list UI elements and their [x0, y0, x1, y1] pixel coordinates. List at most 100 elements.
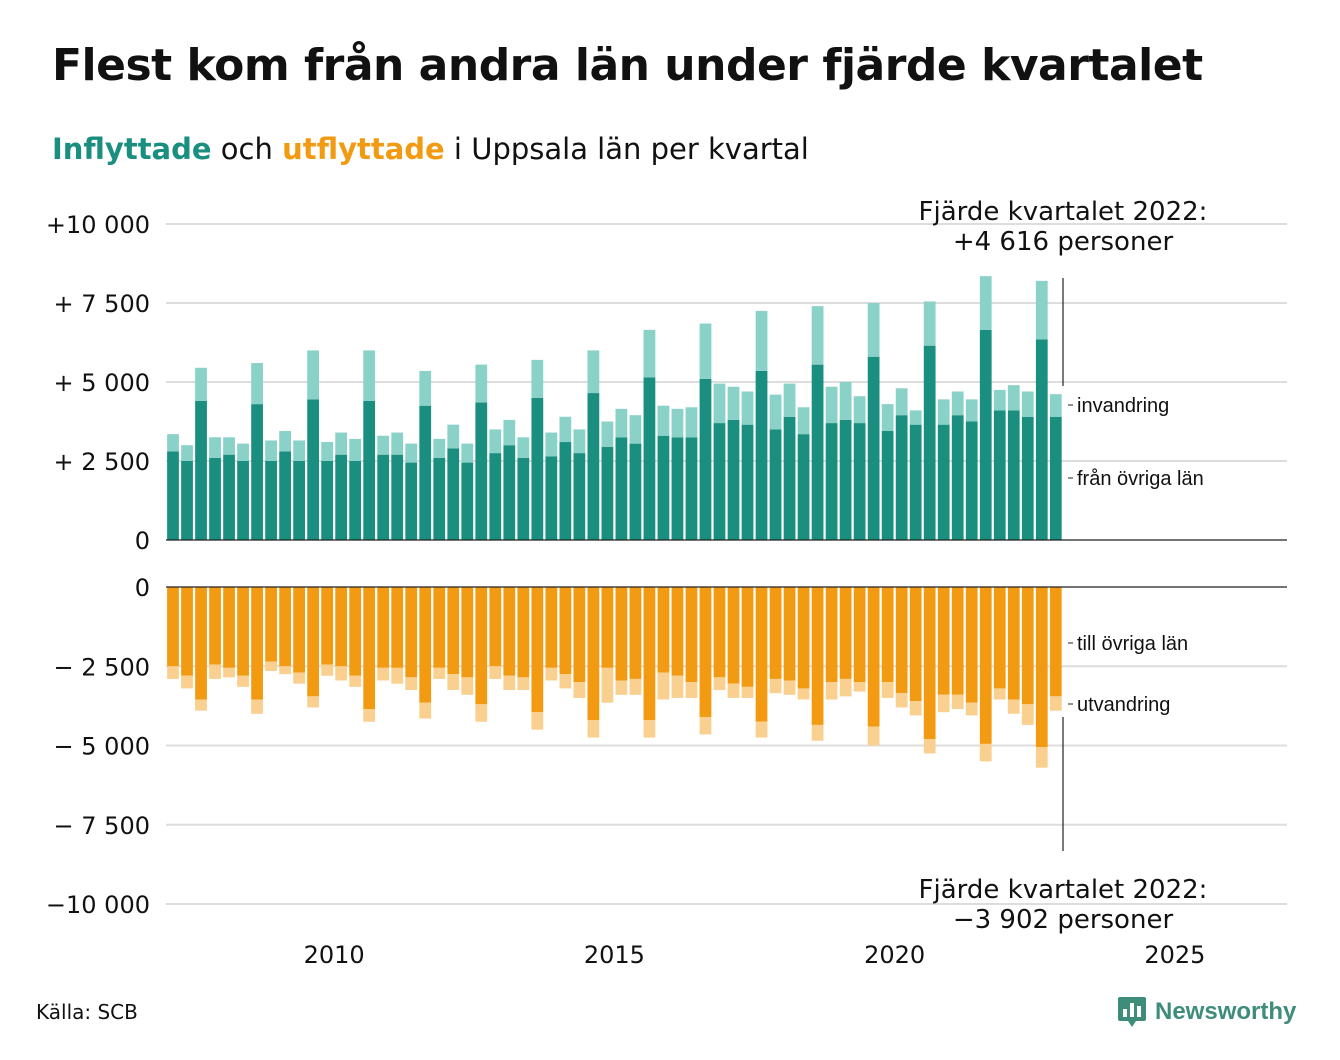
bar-utvandring [181, 675, 193, 689]
bar-invandring [293, 440, 306, 461]
newsworthy-chart-icon [1118, 997, 1146, 1027]
bar-utvandring [965, 702, 978, 716]
top-annotation-line1: Fjärde kvartalet 2022: [919, 197, 1208, 227]
series-label-fran-ovriga-lan: från övriga län [1077, 468, 1204, 490]
bar-utvandring [433, 667, 446, 679]
bar-fran-ovriga-lan [965, 421, 978, 540]
bar-till-ovriga-lan [979, 587, 992, 744]
bar-till-ovriga-lan [685, 587, 698, 683]
bar-invandring [265, 440, 277, 461]
bar-fran-ovriga-lan [293, 461, 306, 540]
bar-fran-ovriga-lan [601, 446, 614, 540]
bar-invandring [531, 359, 544, 398]
bar-fran-ovriga-lan [825, 423, 838, 540]
bar-utvandring [1007, 699, 1020, 714]
bar-fran-ovriga-lan [391, 454, 404, 540]
bar-till-ovriga-lan [321, 587, 334, 665]
bar-fran-ovriga-lan [181, 461, 193, 540]
bar-invandring [811, 306, 824, 365]
bar-invandring [363, 350, 376, 401]
bar-fran-ovriga-lan [811, 364, 824, 540]
bar-utvandring [797, 688, 810, 700]
bar-invandring [237, 443, 249, 461]
bar-till-ovriga-lan [503, 587, 516, 676]
bar-till-ovriga-lan [587, 587, 600, 721]
bar-utvandring [237, 675, 249, 687]
bar-fran-ovriga-lan [433, 457, 446, 540]
bar-utvandring [419, 702, 432, 719]
bar-utvandring [727, 683, 740, 698]
bar-invandring [881, 404, 894, 431]
bar-invandring [937, 399, 950, 425]
bar-utvandring [811, 724, 824, 741]
y-tick-label: 0 [135, 574, 150, 602]
bar-fran-ovriga-lan [279, 451, 291, 540]
bar-till-ovriga-lan [307, 587, 320, 697]
bar-fran-ovriga-lan [629, 443, 642, 540]
bar-utvandring [223, 667, 235, 678]
chart-title: Flest kom från andra län under fjärde kv… [52, 40, 1203, 91]
bar-invandring [685, 407, 698, 438]
bar-invandring [741, 391, 754, 425]
bar-till-ovriga-lan [839, 587, 852, 679]
bar-fran-ovriga-lan [685, 437, 698, 540]
bar-till-ovriga-lan [1049, 587, 1062, 697]
bar-utvandring [377, 667, 390, 681]
chart-subtitle: Inflyttade och utflyttade i Uppsala län … [52, 132, 809, 166]
bar-till-ovriga-lan [965, 587, 978, 703]
bar-till-ovriga-lan [825, 587, 838, 683]
bar-invandring [167, 434, 179, 452]
bar-till-ovriga-lan [265, 587, 277, 662]
x-tick-label: 2010 [304, 941, 365, 969]
bar-invandring [251, 363, 263, 405]
source-note: Källa: SCB [36, 1000, 138, 1024]
bar-invandring [349, 438, 362, 461]
bar-utvandring [307, 696, 320, 708]
bar-invandring [321, 442, 334, 461]
bar-till-ovriga-lan [993, 587, 1006, 689]
bar-invandring [391, 432, 404, 455]
bar-invandring [223, 437, 235, 455]
bar-till-ovriga-lan [755, 587, 768, 722]
bar-invandring [335, 432, 348, 455]
bar-invandring [979, 276, 992, 330]
bar-till-ovriga-lan [293, 587, 306, 673]
bar-fran-ovriga-lan [1021, 416, 1034, 540]
top-y-ticks: 0 + 2 500 + 5 000 + 7 500 +10 000 [46, 211, 150, 555]
bar-fran-ovriga-lan [699, 378, 712, 540]
bar-fran-ovriga-lan [419, 405, 432, 540]
bar-fran-ovriga-lan [489, 453, 502, 540]
bar-utvandring [895, 693, 908, 708]
bottom-gridlines [166, 665, 1287, 905]
bar-invandring [1007, 385, 1020, 411]
bar-utvandring [349, 675, 362, 687]
bottom-y-ticks: 0 − 2 500 − 5 000 − 7 500 −10 000 [46, 574, 150, 919]
bar-invandring [643, 329, 656, 378]
bar-utvandring [979, 743, 992, 762]
bar-invandring [307, 350, 320, 400]
bar-utvandring [587, 720, 600, 738]
bar-fran-ovriga-lan [755, 370, 768, 540]
annotations: Fjärde kvartalet 2022: +4 616 personer F… [919, 197, 1208, 935]
bar-till-ovriga-lan [629, 587, 642, 679]
bar-fran-ovriga-lan [335, 454, 348, 540]
bar-till-ovriga-lan [461, 587, 474, 678]
bar-invandring [797, 407, 810, 435]
bar-fran-ovriga-lan [671, 437, 684, 540]
bar-fran-ovriga-lan [867, 356, 880, 540]
bar-till-ovriga-lan [783, 587, 796, 681]
bar-till-ovriga-lan [405, 587, 418, 678]
bar-invandring [657, 405, 670, 436]
bar-utvandring [629, 678, 642, 695]
bar-fran-ovriga-lan [223, 454, 235, 540]
bar-till-ovriga-lan [909, 587, 922, 702]
bar-invandring [517, 437, 530, 458]
subtitle-utflyttade: utflyttade [282, 132, 445, 166]
bar-utvandring [447, 674, 460, 691]
bar-invandring [895, 388, 908, 416]
bar-invandring [727, 386, 740, 420]
bar-utvandring [363, 709, 376, 722]
subtitle-och: och [211, 132, 283, 166]
bar-invandring [503, 419, 516, 446]
bar-invandring [181, 445, 193, 461]
